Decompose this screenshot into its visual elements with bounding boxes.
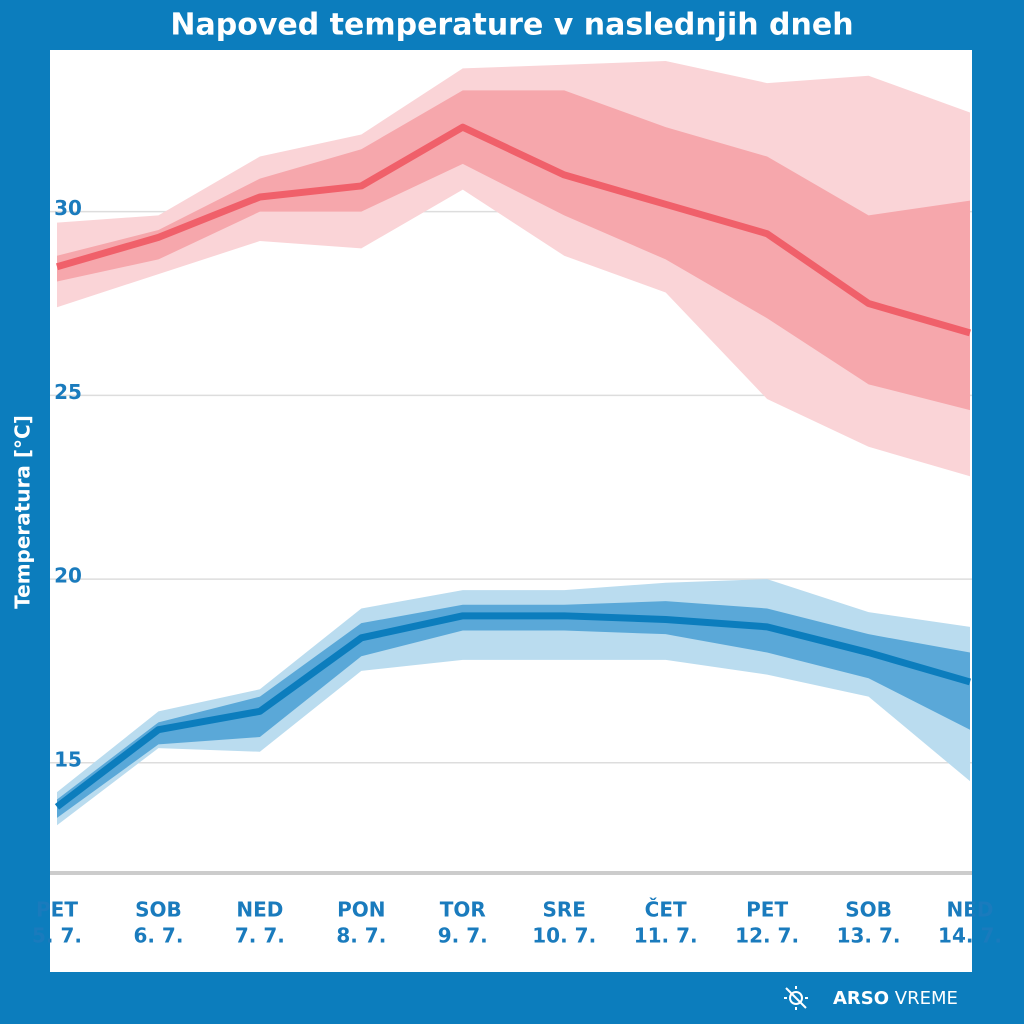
footer-brand: ARSO [833,988,889,1009]
x-tick-label: NED [946,898,993,922]
y-tick-label: 15 [54,747,82,771]
inner-band [57,90,970,411]
x-tick-label: PON [337,898,385,922]
y-tick-label: 25 [54,380,82,404]
footer-icon [784,986,808,1010]
x-tick-label: SOB [845,898,892,922]
x-tick-date: 10. 7. [532,924,596,948]
x-tick-date: 9. 7. [438,924,488,948]
x-tick-date: 13. 7. [837,924,901,948]
x-tick-label: PET [746,898,788,922]
x-tick-date: 5. 7. [32,924,82,948]
x-tick-label: SOB [135,898,182,922]
chart-title: Napoved temperature v naslednjih dneh [170,8,853,43]
footer: ARSO VREME [784,986,958,1010]
footer-label: VREME [895,988,958,1009]
x-tick-date: 6. 7. [133,924,183,948]
x-tick-label: TOR [440,898,486,922]
x-tick-date: 14. 7. [938,924,1002,948]
x-tick-label: NED [236,898,283,922]
y-tick-label: 20 [54,564,82,588]
mean-line [54,612,971,810]
x-tick-label: ČET [645,898,687,922]
y-axis-label: Temperatura [°C] [11,415,35,609]
mean-line [56,123,971,337]
x-tick-date: 12. 7. [735,924,799,948]
footer-text: ARSO VREME [833,988,958,1009]
x-tick-label: PET [36,898,78,922]
y-tick-label: 30 [54,196,82,220]
x-tick-date: 8. 7. [336,924,386,948]
x-tick-date: 7. 7. [235,924,285,948]
inner-band [57,601,970,818]
x-tick-label: SRE [542,898,585,922]
x-tick-date: 11. 7. [634,924,698,948]
